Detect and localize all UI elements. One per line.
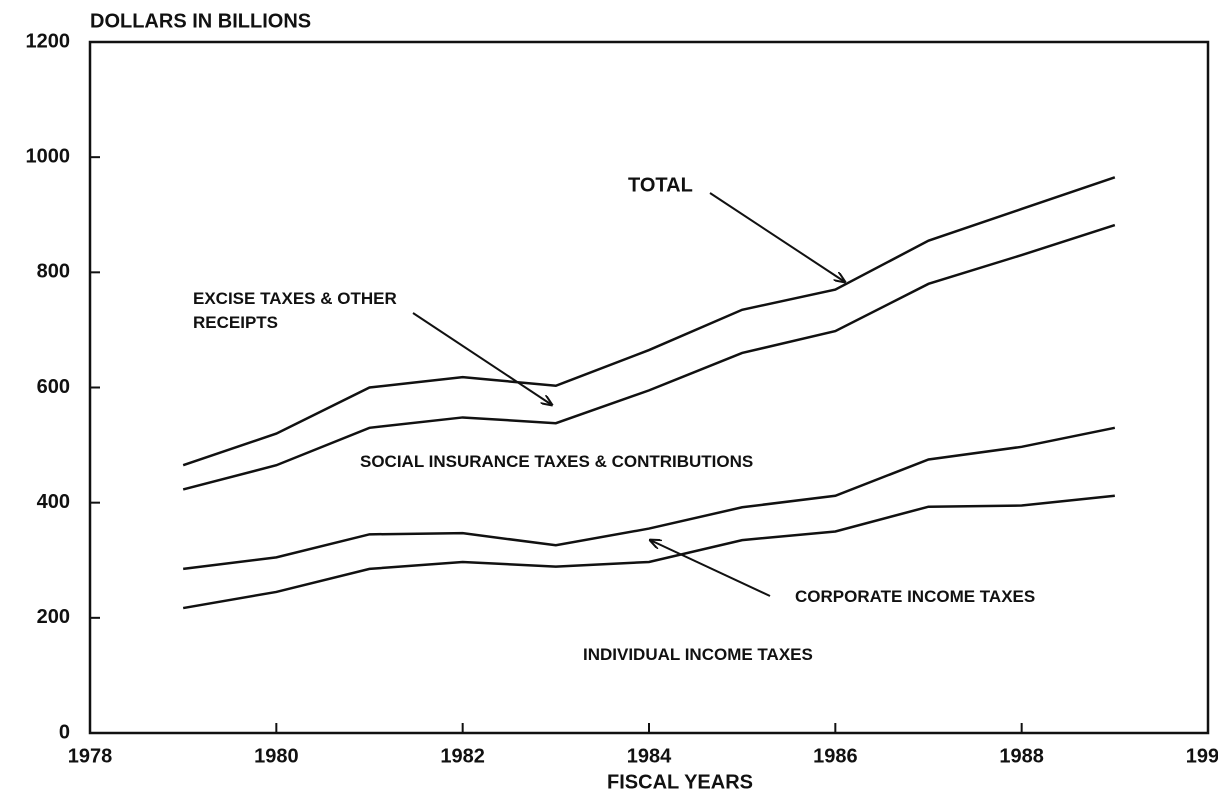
y-tick-label: 200 (37, 606, 70, 628)
x-tick-label: 1978 (68, 745, 113, 767)
y-tick-label: 800 (37, 261, 70, 283)
y-tick-label: 1200 (26, 30, 71, 52)
x-tick-label: 1988 (999, 745, 1044, 767)
y-tick-label: 0 (59, 721, 70, 743)
series-label: INDIVIDUAL INCOME TAXES (583, 645, 813, 664)
series-line (182, 176, 1116, 467)
x-tick-label: 1982 (440, 745, 485, 767)
y-tick-label: 400 (37, 491, 70, 513)
arrow (709, 192, 845, 282)
y-axis-label: DOLLARS IN BILLIONS (90, 10, 311, 32)
x-tick-label: 1984 (627, 745, 672, 767)
series-line (182, 494, 1115, 610)
x-tick-label: 1986 (813, 745, 858, 767)
plot-frame (88, 40, 1210, 735)
y-tick-label: 600 (37, 376, 70, 398)
arrow (412, 312, 552, 405)
series-label: EXCISE TAXES & OTHER RECEIPTS (193, 289, 397, 332)
y-tick-label: 1000 (26, 145, 71, 167)
series-label: CORPORATE INCOME TAXES (795, 587, 1036, 606)
annotation: TOTAL (628, 174, 693, 196)
series-label: SOCIAL INSURANCE TAXES & CONTRIBUTIONS (360, 452, 754, 471)
arrow (650, 540, 771, 597)
x-tick-label: 1980 (254, 745, 299, 767)
x-tick-label: 1990 (1186, 745, 1218, 767)
series-line (183, 426, 1116, 571)
series-line (182, 223, 1116, 491)
x-axis-label: FISCAL YEARS (607, 771, 753, 793)
